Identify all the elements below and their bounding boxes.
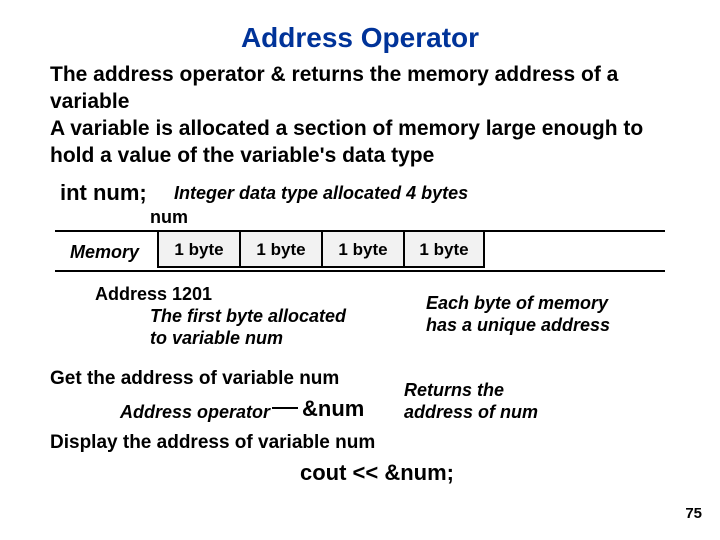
declaration-note: Integer data type allocated 4 bytes xyxy=(174,183,468,204)
address-1201: Address 1201 xyxy=(95,284,212,305)
returns-note: Returns theaddress of num xyxy=(404,380,538,423)
byte-cell: 1 byte xyxy=(321,230,403,268)
num-label: num xyxy=(150,207,188,228)
amp-num-code: &num xyxy=(302,396,364,422)
intro-paragraph: The address operator & returns the memor… xyxy=(50,62,670,170)
address-operator-label: Address operator xyxy=(120,402,270,423)
memory-label: Memory xyxy=(70,242,139,263)
byte-cell: 1 byte xyxy=(157,230,239,268)
arrow-line xyxy=(272,407,298,409)
display-address-heading: Display the address of variable num xyxy=(50,432,375,454)
slide-title: Address Operator xyxy=(0,22,720,54)
cout-code: cout << &num; xyxy=(300,460,454,486)
first-byte-note: The first byte allocatedto variable num xyxy=(150,306,346,349)
each-byte-note: Each byte of memoryhas a unique address xyxy=(426,293,610,336)
page-number: 75 xyxy=(685,505,702,522)
byte-cell: 1 byte xyxy=(403,230,485,268)
code-declaration: int num; xyxy=(60,180,147,206)
byte-cell: 1 byte xyxy=(239,230,321,268)
get-address-heading: Get the address of variable num xyxy=(50,368,339,390)
